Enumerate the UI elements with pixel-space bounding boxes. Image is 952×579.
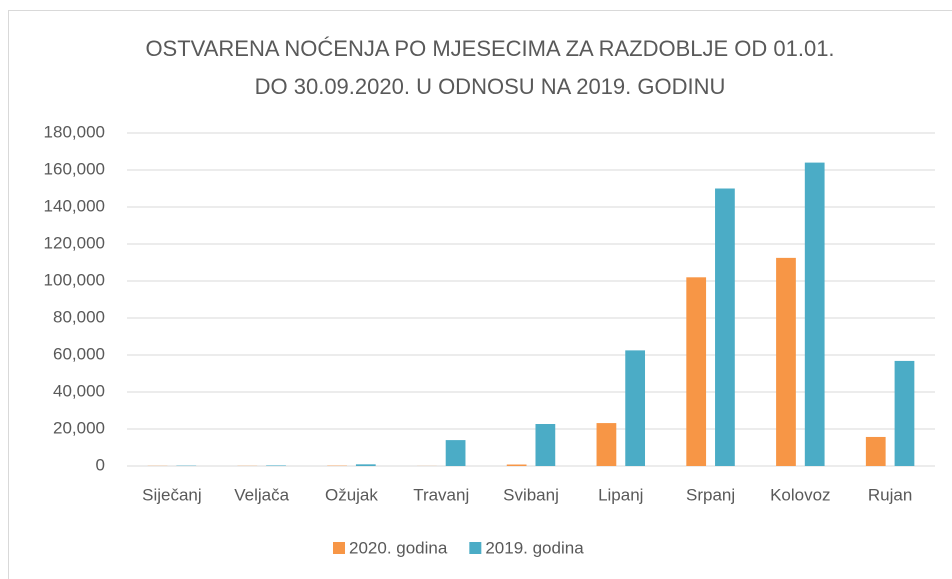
y-tick-label: 60,000 [53,344,105,363]
chart-title: DO 30.09.2020. U ODNOSU NA 2019. GODINU [255,74,726,99]
bar [686,277,707,466]
bar [266,465,286,466]
y-tick-label: 180,000 [44,122,105,141]
y-tick-label: 100,000 [44,270,105,289]
x-tick-label: Svibanj [503,485,559,504]
bar [625,350,646,466]
legend-swatch [469,542,482,554]
x-tick-label: Srpanj [686,485,735,504]
y-tick-label: 20,000 [53,418,105,437]
y-tick-label: 140,000 [44,196,105,215]
y-tick-label: 0 [96,455,105,474]
legend-label: 2020. godina [349,538,448,557]
chart-title: OSTVARENA NOĆENJA PO MJESECIMA ZA RAZDOB… [145,36,834,61]
bar [865,436,886,466]
y-tick-label: 120,000 [44,233,105,252]
x-tick-label: Ožujak [325,485,378,504]
bar [776,257,796,466]
x-tick-label: Rujan [868,485,912,504]
bar [596,423,617,466]
y-tick-label: 160,000 [44,159,105,178]
x-tick-label: Lipanj [598,485,643,504]
bar [804,162,825,466]
bar [715,188,735,466]
x-tick-label: Travanj [413,485,469,504]
y-tick-label: 40,000 [53,381,105,400]
x-tick-label: Siječanj [142,485,202,504]
x-tick-label: Kolovoz [770,485,830,504]
y-tick-label: 80,000 [53,307,105,326]
bar [535,424,556,466]
bar [894,360,915,466]
legend-label: 2019. godina [485,538,584,557]
bar [506,464,527,466]
bar [355,464,376,466]
legend-swatch [333,542,345,554]
bar [445,440,466,466]
x-tick-label: Veljača [234,485,289,504]
